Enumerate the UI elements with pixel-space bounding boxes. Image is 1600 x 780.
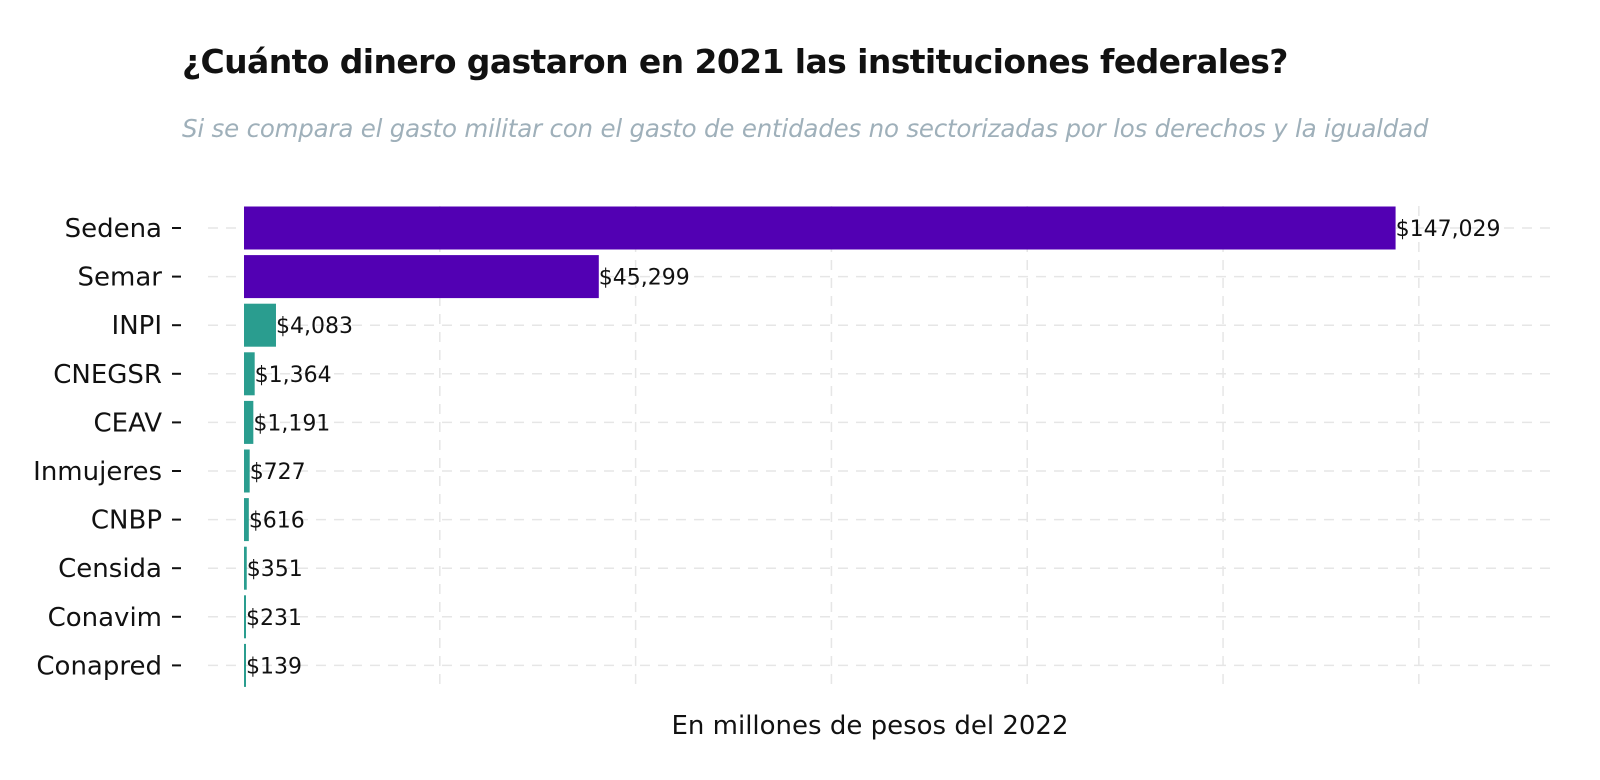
chart-subtitle: Si se compara el gasto militar con el ga… bbox=[182, 114, 1429, 143]
value-label: $351 bbox=[247, 557, 303, 582]
value-label: $45,299 bbox=[599, 266, 690, 291]
category-label: Censida bbox=[58, 554, 162, 584]
category-label: INPI bbox=[112, 311, 162, 341]
x-axis-title: En millones de pesos del 2022 bbox=[671, 711, 1068, 741]
value-label: $147,029 bbox=[1396, 217, 1501, 242]
bar bbox=[244, 449, 250, 493]
bar bbox=[244, 303, 276, 347]
value-label: $4,083 bbox=[276, 314, 353, 339]
category-label: Semar bbox=[78, 263, 163, 293]
value-label: $1,364 bbox=[255, 363, 332, 388]
category-label: Inmujeres bbox=[33, 457, 162, 487]
bar bbox=[244, 255, 599, 299]
bar bbox=[244, 595, 246, 639]
chart-title: ¿Cuánto dinero gastaron en 2021 las inst… bbox=[182, 42, 1288, 81]
category-label: Conapred bbox=[36, 651, 162, 681]
value-label: $616 bbox=[249, 509, 305, 534]
bar bbox=[244, 643, 246, 687]
labels: Sedena $147,029 Semar $45,299 INPI $4,083 CNEG… bbox=[33, 214, 1500, 681]
bar bbox=[244, 206, 1396, 250]
category-label: CNEGSR bbox=[53, 360, 162, 390]
value-label: $1,191 bbox=[253, 411, 330, 436]
bar bbox=[244, 498, 249, 542]
value-label: $139 bbox=[246, 654, 302, 679]
category-label: CEAV bbox=[94, 408, 163, 438]
value-label: $727 bbox=[250, 460, 306, 485]
bar bbox=[244, 400, 254, 444]
bars bbox=[244, 206, 1396, 687]
category-label: Conavim bbox=[48, 603, 162, 633]
bar bbox=[244, 546, 247, 590]
category-label: CNBP bbox=[91, 506, 162, 536]
bar bbox=[244, 352, 255, 396]
category-label: Sedena bbox=[65, 214, 162, 244]
value-label: $231 bbox=[246, 606, 302, 631]
